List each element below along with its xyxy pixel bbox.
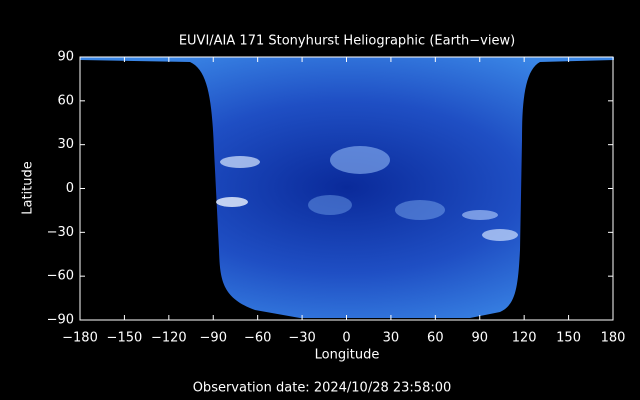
footer: Observation date: 2024/10/28 23:58:00 [193, 381, 452, 396]
x-tick-label: −90 [200, 331, 227, 346]
x-tick-label: 90 [471, 331, 488, 346]
y-tick-label: 30 [57, 137, 74, 152]
y-axis-label: Latitude [21, 161, 36, 215]
x-tick-label: 0 [342, 331, 350, 346]
x-tick-label: 120 [512, 331, 537, 346]
x-tick-label: −120 [151, 331, 187, 346]
y-tick-label: 60 [57, 93, 74, 108]
x-tick-label: 150 [556, 331, 581, 346]
x-tick-label: −150 [107, 331, 143, 346]
x-tick-label: 60 [427, 331, 444, 346]
x-tick-label: 30 [383, 331, 400, 346]
y-tick-label: −90 [47, 313, 74, 328]
y-tick-label: −30 [47, 225, 74, 240]
y-tick-label: 0 [66, 181, 74, 196]
y-tick-label: 90 [57, 50, 74, 65]
x-tick-label: −180 [62, 331, 98, 346]
x-axis-label: Longitude [315, 348, 380, 363]
x-tick-label: −60 [244, 331, 271, 346]
x-tick-label: 180 [601, 331, 626, 346]
y-tick-label: −60 [47, 269, 74, 284]
solar-map [80, 57, 614, 318]
chart-title: EUVI/AIA 171 Stonyhurst Heliographic (Ea… [179, 34, 515, 49]
x-tick-label: −30 [288, 331, 315, 346]
